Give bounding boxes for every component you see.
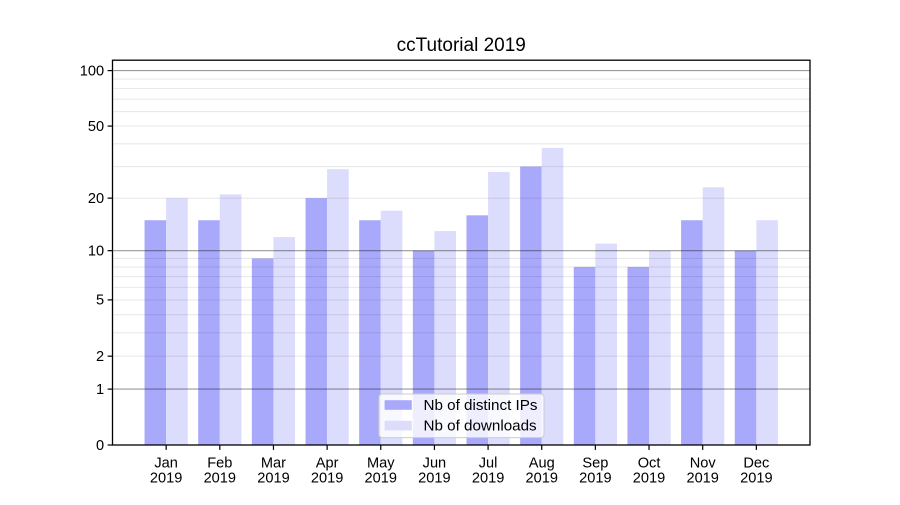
svg-text:2019: 2019 [525,470,557,486]
svg-text:100: 100 [80,63,104,79]
svg-text:2: 2 [96,349,104,365]
svg-text:Jun: Jun [423,455,447,471]
svg-text:Apr: Apr [316,455,339,471]
svg-text:Nov: Nov [690,455,717,471]
svg-text:2019: 2019 [579,470,611,486]
svg-text:ccTutorial 2019: ccTutorial 2019 [397,35,526,56]
svg-text:2019: 2019 [311,470,343,486]
svg-text:1: 1 [96,382,104,398]
svg-text:2019: 2019 [365,470,397,486]
svg-text:2019: 2019 [204,470,236,486]
svg-text:Sep: Sep [582,455,608,471]
svg-text:Jan: Jan [154,455,178,471]
svg-text:Oct: Oct [638,455,661,471]
svg-text:Aug: Aug [529,455,555,471]
svg-text:2019: 2019 [633,470,665,486]
svg-text:Dec: Dec [743,455,769,471]
svg-text:Nb of downloads: Nb of downloads [424,418,538,435]
svg-text:Nb of distinct IPs: Nb of distinct IPs [424,397,538,414]
svg-text:2019: 2019 [472,470,504,486]
svg-text:0: 0 [96,438,104,454]
svg-text:2019: 2019 [257,470,289,486]
svg-text:2019: 2019 [418,470,450,486]
svg-text:10: 10 [88,243,104,259]
svg-text:2019: 2019 [740,470,772,486]
svg-text:Jul: Jul [479,455,498,471]
svg-text:5: 5 [96,293,104,309]
svg-text:50: 50 [88,119,104,135]
svg-text:May: May [367,455,395,471]
svg-text:Mar: Mar [261,455,286,471]
svg-text:2019: 2019 [150,470,182,486]
svg-text:Feb: Feb [207,455,232,471]
svg-text:20: 20 [88,191,104,207]
svg-text:2019: 2019 [686,470,718,486]
